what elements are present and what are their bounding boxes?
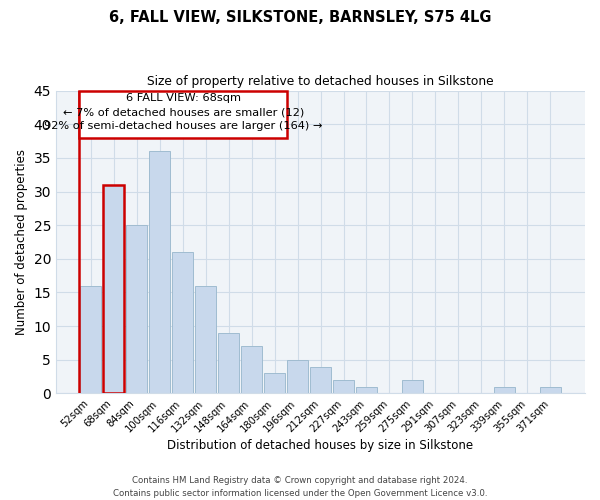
- Text: 6, FALL VIEW, SILKSTONE, BARNSLEY, S75 4LG: 6, FALL VIEW, SILKSTONE, BARNSLEY, S75 4…: [109, 10, 491, 25]
- Bar: [287, 360, 308, 394]
- Bar: [540, 386, 561, 394]
- Bar: [103, 185, 124, 394]
- Bar: [402, 380, 423, 394]
- Text: 6 FALL VIEW: 68sqm
← 7% of detached houses are smaller (12)
92% of semi-detached: 6 FALL VIEW: 68sqm ← 7% of detached hous…: [44, 93, 322, 131]
- Bar: [494, 386, 515, 394]
- Bar: [126, 225, 147, 394]
- Bar: [195, 286, 216, 394]
- Bar: [103, 185, 124, 394]
- Bar: [264, 374, 285, 394]
- Bar: [149, 151, 170, 394]
- X-axis label: Distribution of detached houses by size in Silkstone: Distribution of detached houses by size …: [167, 440, 473, 452]
- Bar: [241, 346, 262, 394]
- Bar: [333, 380, 354, 394]
- Y-axis label: Number of detached properties: Number of detached properties: [15, 149, 28, 335]
- Bar: [172, 252, 193, 394]
- Bar: [80, 286, 101, 394]
- Title: Size of property relative to detached houses in Silkstone: Size of property relative to detached ho…: [147, 75, 494, 88]
- FancyBboxPatch shape: [79, 90, 287, 138]
- Bar: [218, 333, 239, 394]
- Bar: [310, 366, 331, 394]
- Text: Contains HM Land Registry data © Crown copyright and database right 2024.
Contai: Contains HM Land Registry data © Crown c…: [113, 476, 487, 498]
- Bar: [356, 386, 377, 394]
